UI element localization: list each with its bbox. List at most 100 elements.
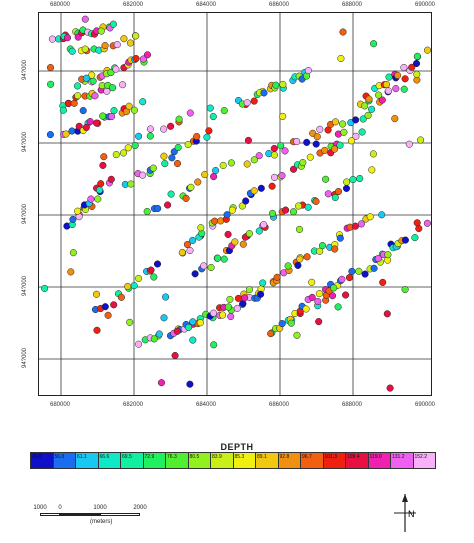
depth-point	[312, 197, 320, 205]
depth-point	[400, 63, 408, 72]
depth-point	[243, 160, 251, 168]
depth-point	[161, 160, 169, 168]
depth-point	[117, 293, 125, 301]
legend-swatch: 109.4	[346, 453, 369, 468]
depth-point	[110, 107, 118, 115]
x-tick-label-top: 688000	[341, 2, 363, 8]
depth-point	[131, 141, 139, 150]
depth-point	[379, 278, 387, 286]
depth-point	[348, 267, 356, 275]
depth-point	[392, 85, 400, 93]
depth-point	[361, 102, 369, 110]
depth-point	[293, 331, 301, 339]
depth-point	[345, 274, 354, 282]
depth-point	[306, 153, 314, 161]
depth-point	[89, 77, 97, 85]
depth-point	[110, 301, 118, 309]
depth-point	[277, 142, 285, 150]
depth-point	[294, 261, 302, 269]
depth-point	[370, 264, 378, 272]
depth-point	[364, 111, 372, 119]
depth-point	[378, 96, 386, 104]
depth-point	[86, 118, 94, 126]
depth-point	[108, 112, 116, 121]
legend-value: 83.9	[212, 454, 222, 460]
legend-value: 85.3	[234, 454, 245, 460]
depth-point	[417, 136, 425, 144]
y-tick-label: 94?000	[22, 275, 28, 296]
depth-point	[186, 109, 194, 117]
depth-point	[126, 39, 134, 47]
depth-point	[100, 153, 108, 161]
depth-point	[413, 70, 421, 78]
depth-point	[314, 297, 322, 306]
legend-swatch: 89.1	[256, 453, 279, 468]
depth-point	[113, 41, 121, 49]
depth-point	[343, 178, 351, 186]
depth-point	[347, 137, 356, 145]
depth-point	[401, 75, 409, 83]
legend-value: 96.7	[302, 454, 312, 460]
depth-point	[167, 122, 175, 130]
depth-point	[74, 92, 82, 100]
depth-point	[357, 220, 365, 228]
depth-point	[334, 303, 342, 311]
depth-point	[186, 246, 194, 255]
depth-point	[147, 266, 155, 274]
depth-point	[139, 98, 147, 106]
depth-point	[324, 190, 332, 198]
depth-point	[87, 195, 95, 203]
depth-point	[96, 186, 104, 194]
depth-point	[99, 112, 107, 120]
depth-point	[351, 222, 360, 230]
depth-point	[68, 47, 76, 55]
depth-point	[226, 295, 234, 303]
depth-point	[375, 91, 383, 99]
depth-point	[205, 127, 213, 135]
depth-point	[97, 180, 105, 188]
depth-point	[239, 240, 247, 248]
depth-point	[405, 140, 413, 148]
depth-point	[331, 245, 339, 253]
depth-point	[423, 46, 431, 54]
depth-point	[82, 74, 90, 82]
north-arrow-icon: N	[394, 494, 416, 532]
depth-point	[400, 85, 408, 93]
depth-point	[73, 82, 82, 90]
depth-point	[88, 71, 96, 79]
depth-point	[401, 285, 409, 294]
depth-point	[70, 99, 78, 107]
depth-point	[401, 236, 409, 244]
depth-point	[365, 95, 373, 103]
depth-point	[220, 255, 228, 263]
depth-point	[46, 131, 54, 139]
depth-point	[299, 159, 307, 167]
depth-point	[233, 304, 241, 312]
map-frame	[38, 12, 432, 396]
depth-point	[295, 202, 303, 210]
y-tick-label: 94?000	[22, 203, 28, 224]
depth-point	[112, 65, 120, 73]
depth-point	[313, 133, 321, 141]
depth-point	[289, 165, 298, 173]
depth-point	[308, 293, 316, 301]
depth-point	[255, 227, 263, 235]
depth-point	[374, 254, 382, 263]
depth-point	[94, 195, 102, 203]
depth-point	[196, 319, 204, 327]
legend-swatch: 66.6	[98, 453, 121, 468]
legend-value: 119.0	[369, 454, 382, 460]
depth-point	[384, 251, 392, 259]
depth-point	[130, 282, 138, 290]
depth-point	[334, 187, 343, 196]
depth-point	[139, 171, 147, 179]
depth-point	[413, 52, 421, 60]
depth-point	[318, 242, 327, 250]
depth-point	[315, 318, 323, 326]
depth-point	[340, 128, 348, 136]
depth-point	[189, 336, 197, 344]
depth-point	[130, 106, 138, 114]
depth-point	[231, 238, 239, 246]
depth-point	[245, 286, 253, 294]
depth-point	[124, 282, 132, 290]
